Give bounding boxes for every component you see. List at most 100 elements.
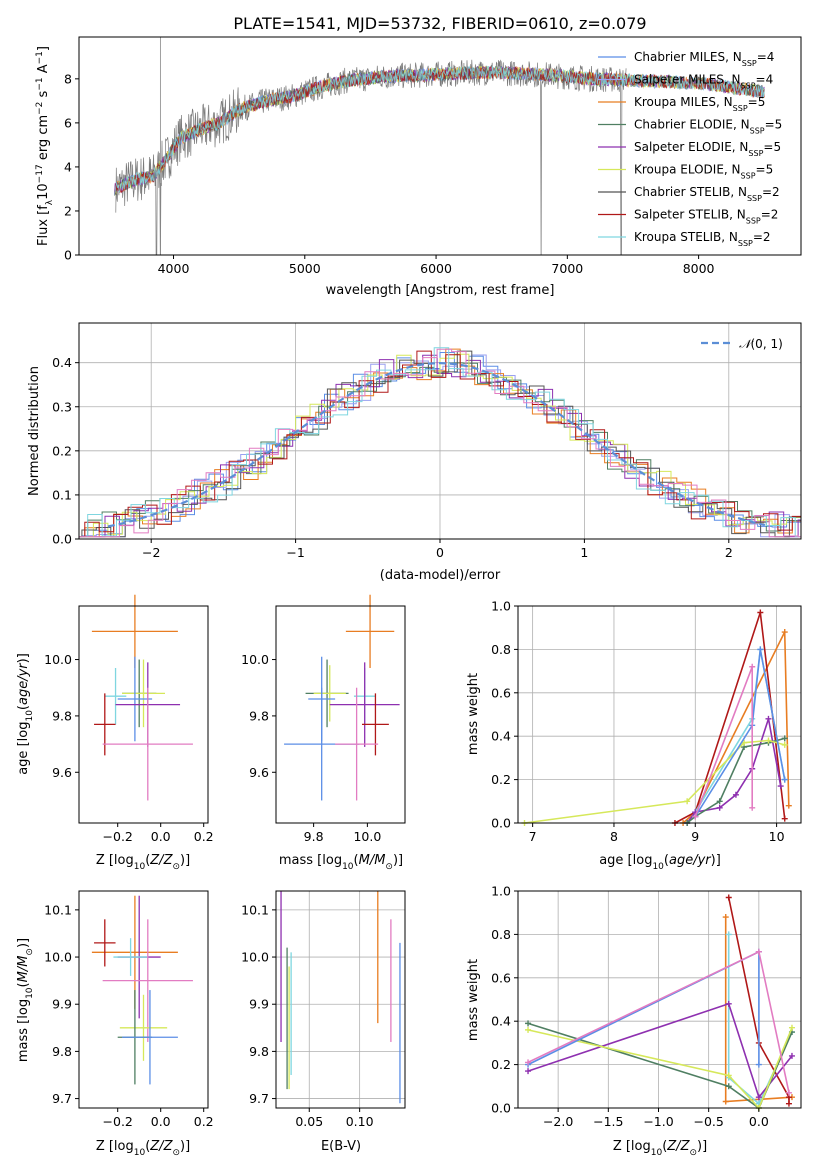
weight-line [527,1022,793,1110]
weight-marker [725,894,732,901]
weight-marker [692,813,699,820]
weight-vs-z-xlabel: Z [log10(Z/Z⊙)] [613,1139,707,1158]
y-tick-label: 0.6 [491,970,511,985]
weight-line [527,1002,793,1099]
y-tick-label: 10.1 [241,902,269,917]
weight-vs-z-ylabel: mass weight [466,959,481,1041]
y-tick-label: 0 [64,248,72,263]
mass-vs-ebv-frame [275,890,406,1109]
weight-marker [525,1020,532,1027]
mass-vs-z-ylabel: mass [log10(M/M⊙)] [16,938,35,1062]
mass-vs-z-xlabel: Z [log10(Z/Z⊙)] [96,1139,190,1158]
weight-marker [781,776,788,783]
legend-name: Chabrier ELODIE, N [634,118,750,132]
weight-line [527,1027,793,1110]
spectrum-model-line [114,65,765,196]
weight-vs-z-ticks: −2.0 −1.5 −1.0 −0.5 0.0 0.0 0.2 0.4 0.6 0.8 1.0 [491,884,769,1130]
y-tick-label: 8 [64,71,72,86]
weight-marker [781,815,788,822]
error-bar-point [122,990,178,1085]
histogram-ticks: −2 −1 0 1 2 0.0 0.1 0.2 0.3 0.4 [52,355,733,560]
weight-marker [722,1098,729,1105]
legend-label: Salpeter STELIB, NSSP=2 [634,208,778,226]
error-bar-point [329,662,400,747]
age-vs-mass-panel: 9.8 10.0 9.6 9.8 10.0 mass [log10(M/M⊙)] [241,594,406,872]
legend-count: =5 [763,140,781,154]
age-vs-z-errorbars [91,594,193,801]
x-tick-label: 5000 [289,261,321,276]
age-vs-mass-xlabel: mass [log10(M/M⊙)] [279,853,403,872]
x-tick-label: −1.5 [593,1114,623,1129]
legend-count: =2 [761,208,779,222]
weight-vs-age-lines [521,609,792,826]
y-tick-label: 9.8 [52,708,72,723]
weight-marker [765,737,772,744]
y-tick-label: 9.8 [249,1044,269,1059]
y-tick-label: 9.9 [52,997,72,1012]
legend-label: Salpeter MILES, NSSP=4 [634,73,773,91]
histogram-series [79,362,801,538]
legend-label: Kroupa ELODIE, NSSP=5 [634,163,773,181]
error-bar-point [119,994,168,1061]
x-tick-label: 8000 [683,261,715,276]
error-bar-point [102,919,193,1042]
x-tick-label: 0.2 [194,829,214,844]
mass-vs-ebv-ticks: 0.05 0.10 9.7 9.8 9.9 10.0 10.1 [241,902,373,1129]
y-tick-label: 0.1 [52,487,72,502]
mass-vs-ebv-errorbars [280,891,401,1104]
spectrum-lines [114,37,765,255]
mass-vs-ebv-xlabel: E(B-V) [321,1139,361,1154]
age-vs-z-frame [78,605,209,824]
weight-vs-z-frame [517,890,802,1109]
spectrum-xlabel: wavelength [Angstrom, rest frame] [326,283,555,298]
weight-marker [725,1072,732,1079]
legend-subscript: SSP [733,104,748,113]
x-tick-label: −0.2 [103,829,133,844]
weight-marker [781,629,788,636]
legend-count: =5 [765,118,783,132]
weight-marker [777,783,784,790]
mass-vs-z-panel: −0.2 0.0 0.2 9.7 9.8 9.9 10.0 10.1 Z [log10(Z/Z… [16,890,214,1158]
weight-marker [725,1083,732,1090]
spectrum-data-line [115,59,627,255]
legend-name: Kroupa STELIB, N [634,230,738,244]
spectrum-frame [78,36,802,256]
age-vs-mass-errorbars [284,594,400,801]
weight-marker [757,646,764,653]
weight-marker [525,1026,532,1033]
figure-title: PLATE=1541, MJD=53732, FIBERID=0610, z=0… [233,14,646,33]
age-vs-z-ticks: −0.2 0.0 0.2 9.6 9.8 10.0 [44,652,213,844]
x-tick-label: 9 [691,829,699,844]
legend-subscript: SSP [738,239,753,248]
legend-label: Salpeter ELODIE, NSSP=5 [634,140,781,158]
legend-subscript: SSP [742,59,757,68]
y-tick-label: 10.0 [241,652,269,667]
legend-subscript: SSP [741,81,756,90]
x-tick-label: 10.0 [353,829,381,844]
legend-name: Chabrier STELIB, N [634,185,747,199]
y-tick-label: 0.2 [491,772,511,787]
mass-vs-z-errorbars [91,895,193,1085]
y-tick-label: 0.0 [491,1101,511,1116]
histogram-xlabel: (data-model)/error [380,568,501,583]
x-tick-label: −2 [142,545,160,560]
x-tick-label: 0.0 [151,829,171,844]
histogram-clipped [79,347,801,538]
x-tick-label: 7000 [551,261,583,276]
x-tick-label: 0.0 [749,1114,769,1129]
mass-vs-ebv-grid [276,891,405,1108]
y-tick-label: 9.9 [249,997,269,1012]
legend-name: Chabrier MILES, N [634,50,742,64]
weight-marker [716,798,723,805]
legend-subscript: SSP [750,126,765,135]
histogram-series [79,350,801,538]
mass-vs-z-frame [78,890,209,1109]
weight-vs-z-lines [525,894,795,1111]
legend-name: Kroupa MILES, N [634,95,733,109]
error-bar-point [362,693,389,756]
x-tick-label: 0.2 [194,1114,214,1129]
weight-marker [525,1059,532,1066]
y-tick-label: 0.0 [491,816,511,831]
error-bar-point [122,659,165,728]
